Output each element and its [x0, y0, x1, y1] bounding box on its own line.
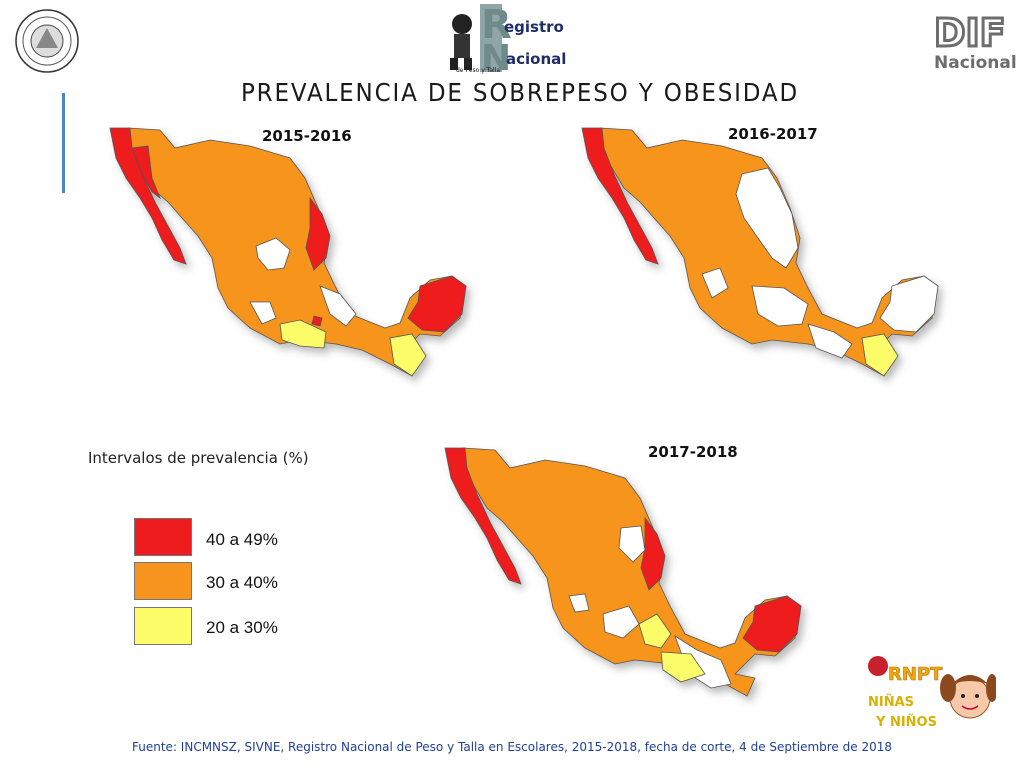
map-year-label-1: 2015-2016	[262, 127, 352, 145]
map-1-main	[127, 127, 467, 377]
girl-face-icon	[949, 677, 991, 719]
map-3-baja	[444, 447, 522, 585]
legend-label-1: 40 a 49%	[206, 530, 278, 549]
rnpt-letter-n: N	[481, 38, 511, 74]
map-3-yellow-2	[660, 651, 706, 683]
rnpt-line1: egistro	[504, 18, 564, 36]
strawberry-icon	[868, 656, 888, 676]
dif-logo: DIF Nacional	[930, 8, 1017, 74]
map-2-yellow	[861, 333, 899, 377]
source-note: Fuente: INCMNSZ, SIVNE, Registro Naciona…	[132, 740, 892, 754]
map-3-yellow-1	[638, 613, 672, 649]
map-2-white-west	[701, 267, 729, 299]
map-1-white-2	[319, 285, 357, 327]
map-2016-2017	[581, 127, 939, 377]
legend-label-3: 20 a 30%	[206, 618, 278, 637]
legend-swatch-orange	[134, 562, 192, 600]
page-title: PREVALENCIA DE SOBREPESO Y OBESIDAD	[240, 78, 800, 107]
kid-logo-top: RNPT	[888, 664, 943, 685]
map-3-main	[462, 447, 802, 697]
map-1-sonora	[131, 145, 161, 200]
map-2015-2016	[109, 127, 467, 377]
map-3-white-4	[568, 593, 590, 613]
kid-logo-mid: NIÑAS	[868, 694, 914, 710]
rnpt-letter-r: R	[481, 2, 512, 48]
rnpt-line2: acional	[506, 50, 566, 68]
institutional-seal-icon	[15, 9, 79, 73]
map-1-yellow-2	[389, 333, 427, 377]
legend-swatch-yellow	[134, 607, 192, 645]
map-2-white-north	[735, 167, 799, 269]
map-3-tamaulipas	[640, 516, 666, 591]
dif-logo-sub: Nacional	[934, 53, 1016, 73]
map-1-tamaulipas	[305, 196, 331, 271]
dif-logo-text: DIF	[934, 11, 1006, 55]
map-year-label-3: 2017-2018	[648, 443, 738, 461]
map-1-red-dot	[311, 315, 323, 327]
map-2017-2018	[444, 447, 802, 697]
map-1-white-1	[255, 237, 291, 271]
map-3-yucatan	[742, 595, 802, 653]
map-3-white-1	[618, 525, 646, 563]
rnpt-tag: de Peso y Talla	[456, 67, 500, 74]
map-1-white-3	[249, 301, 277, 325]
map-year-label-2: 2016-2017	[728, 125, 818, 143]
legend-swatch-red	[134, 518, 192, 556]
map-1-yellow-1	[279, 319, 327, 349]
map-2-white-south	[807, 323, 853, 359]
ninas-ninos-logo: RNPT NIÑAS Y NIÑOS	[862, 648, 998, 738]
accent-bar	[62, 93, 65, 193]
rnpt-logo: R N egistro acional de Peso y Talla	[436, 2, 576, 79]
map-2-baja	[581, 127, 659, 265]
map-3-white-2	[602, 605, 640, 639]
map-2-white-center	[751, 285, 809, 327]
map-2-white-yucatan	[879, 275, 939, 333]
kid-logo-bottom: Y NIÑOS	[875, 714, 937, 730]
legend-title: Intervalos de prevalencia (%)	[88, 449, 309, 467]
map-1-yucatan	[407, 275, 467, 333]
legend-label-2: 30 a 40%	[206, 573, 278, 592]
